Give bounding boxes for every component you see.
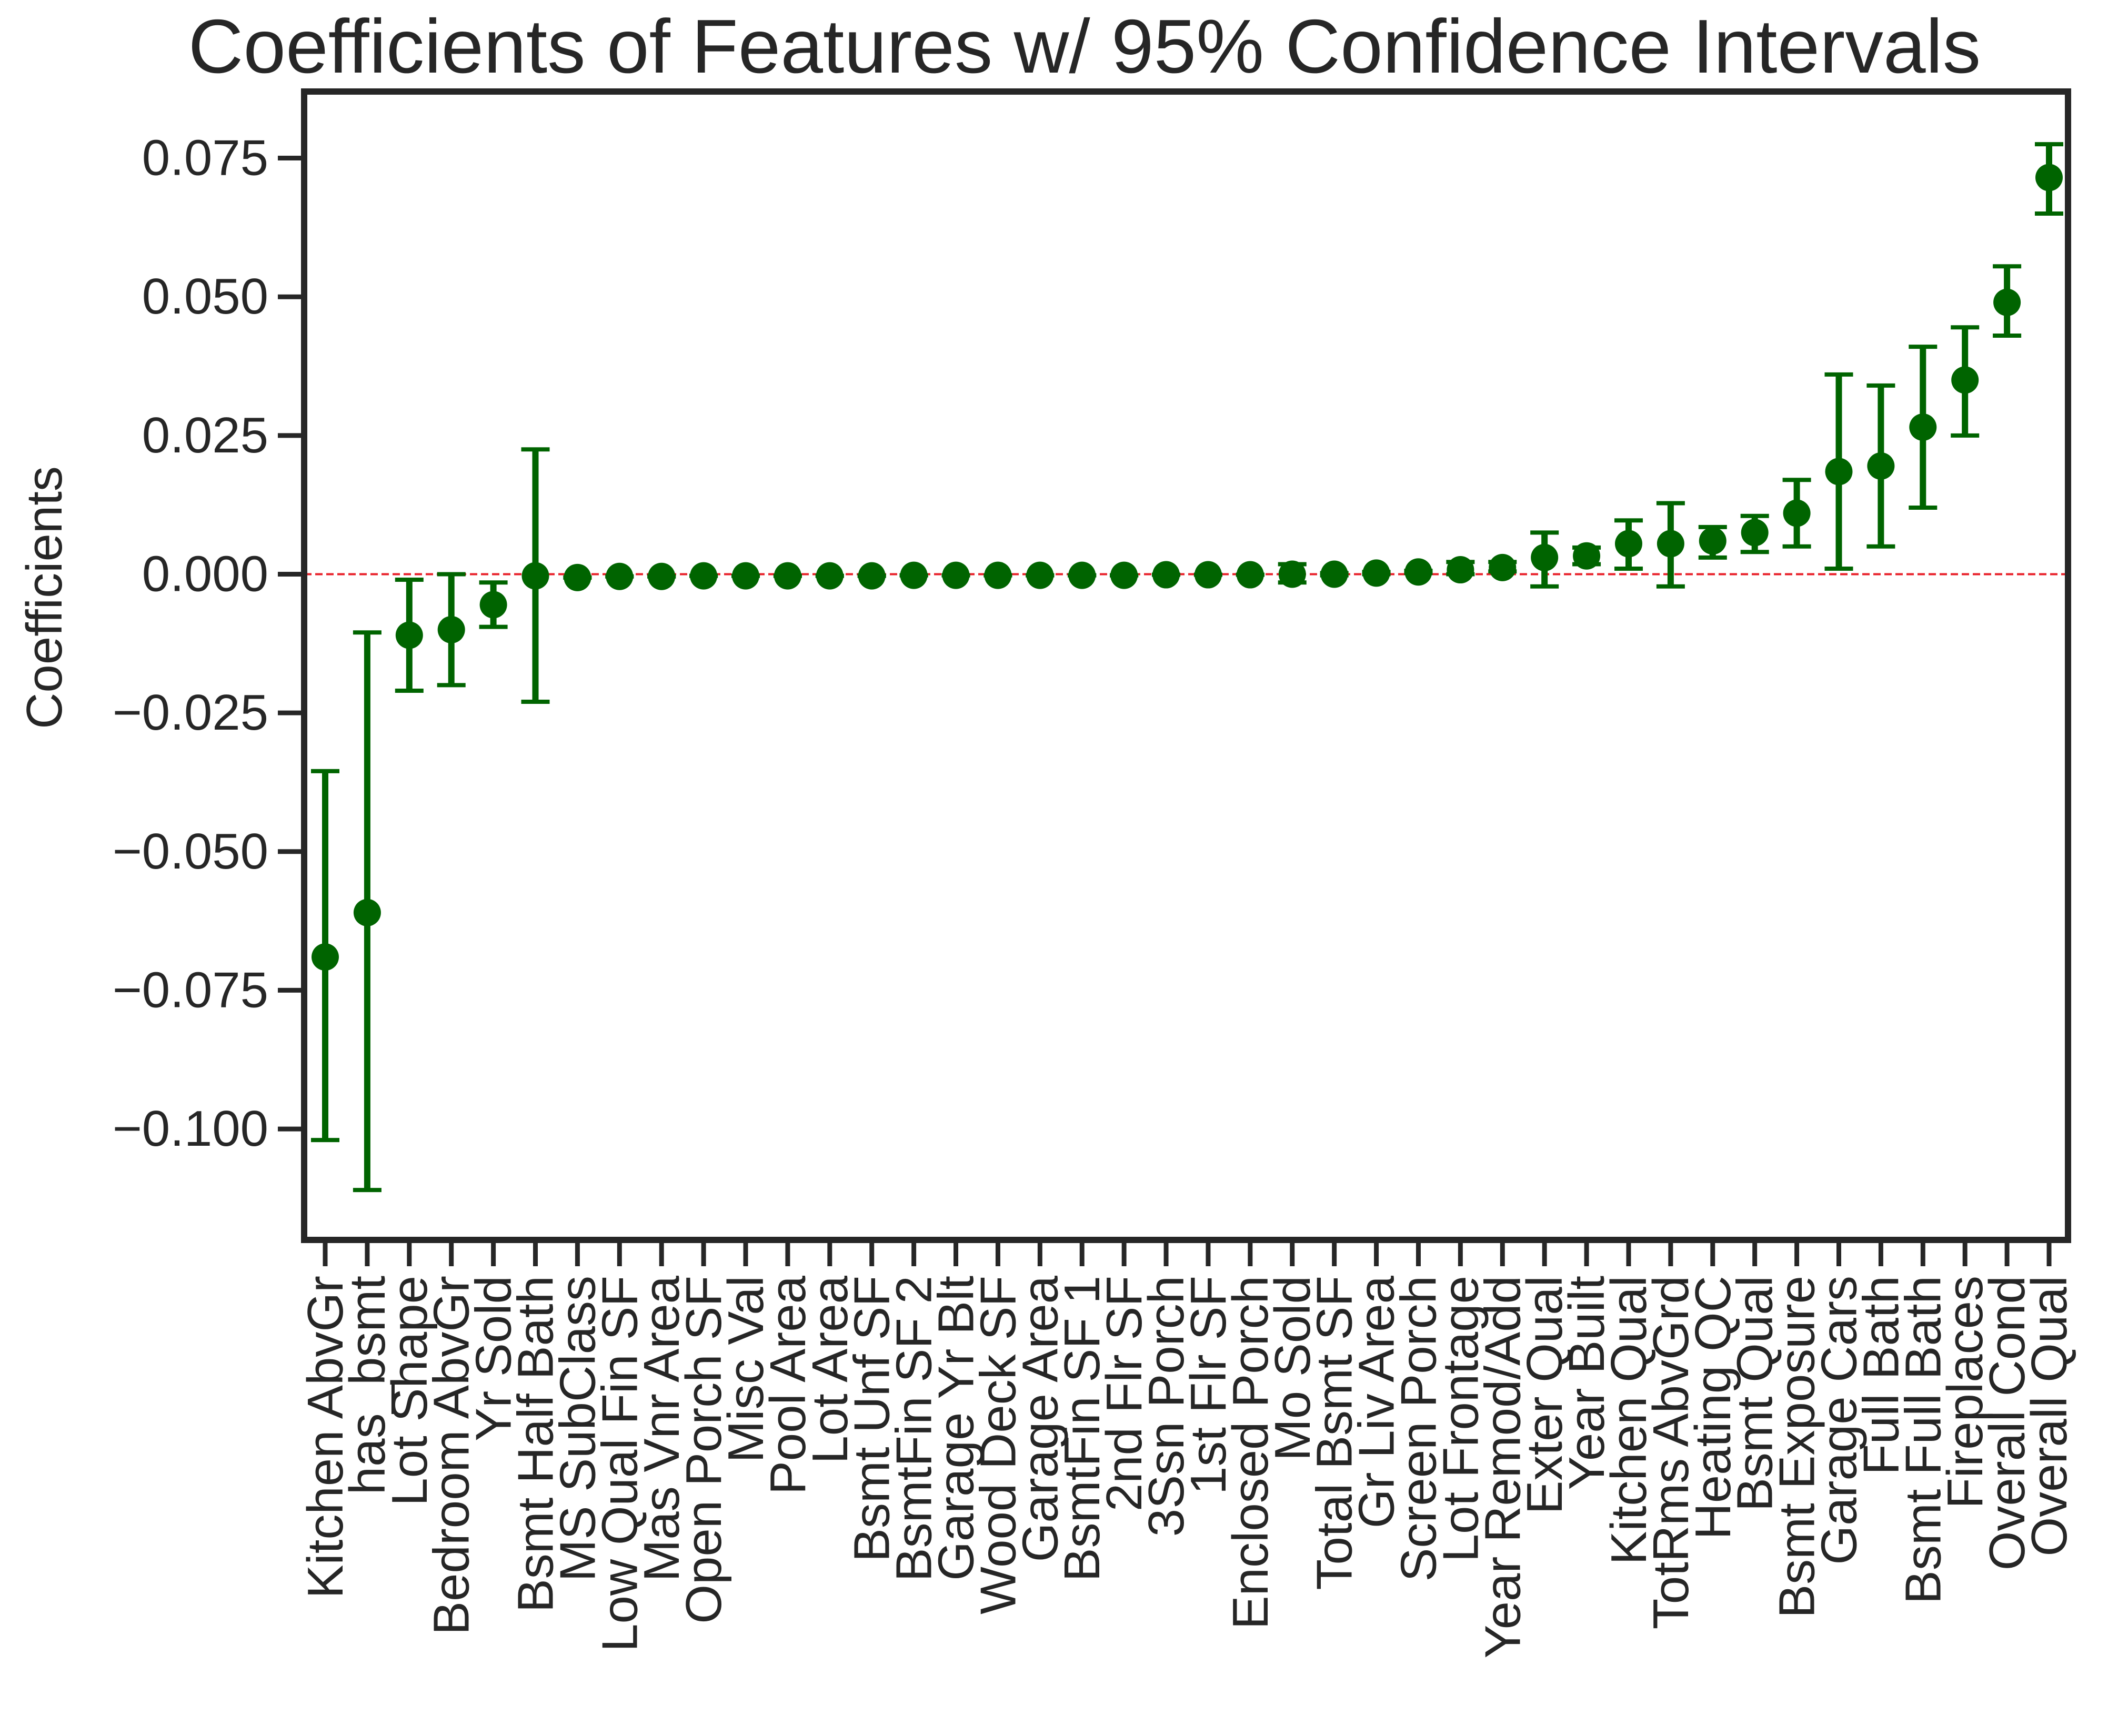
- x-tick-label: Exter Qual: [1517, 1276, 1573, 1515]
- x-tick-label: Bsmt Exposure: [1769, 1276, 1825, 1618]
- x-tick-label: BsmtFin SF 1: [1054, 1276, 1110, 1581]
- data-point: [479, 591, 507, 619]
- x-tick-label: Pool Area: [760, 1275, 816, 1495]
- data-point: [1110, 561, 1138, 589]
- data-point: [774, 562, 801, 590]
- x-tick-label: Bedroom AbvGr: [424, 1276, 480, 1635]
- data-point: [1447, 556, 1474, 584]
- data-point: [1068, 561, 1096, 589]
- x-tick-label: MS SubClass: [549, 1276, 606, 1582]
- data-point: [648, 562, 676, 590]
- data-point: [1657, 530, 1684, 558]
- data-point: [1152, 561, 1180, 589]
- data-point: [1699, 527, 1727, 555]
- x-tick-label: Heating QC: [1685, 1276, 1741, 1540]
- y-tick-label: −0.075: [113, 962, 268, 1018]
- data-point: [984, 561, 1012, 589]
- x-tick-label: 1st Flr SF: [1180, 1276, 1237, 1495]
- data-point: [606, 562, 634, 590]
- data-point: [521, 562, 549, 590]
- y-tick-label: 0.000: [142, 546, 268, 602]
- data-point: [1404, 558, 1432, 586]
- x-tick-label: Overall Qual: [2021, 1276, 2077, 1557]
- plot-frame: [301, 88, 2071, 1243]
- x-tick-label: BsmtFin SF 2: [886, 1276, 942, 1581]
- x-tick-label: Lot Area: [802, 1275, 858, 1464]
- data-point: [1531, 543, 1559, 571]
- data-point: [816, 562, 844, 590]
- x-tick-label: Lot Frontage: [1432, 1276, 1489, 1562]
- plot-layer: −0.100 −0.075 −0.050 −0.025 0.000 0.025 0.050 0…: [113, 130, 2077, 1659]
- y-tick-label: −0.050: [113, 823, 268, 880]
- x-tick-label: Low Qual Fin SF: [591, 1276, 648, 1652]
- data-point: [1320, 560, 1348, 588]
- x-tick-label: Garage Cars: [1811, 1276, 1867, 1565]
- x-tick-label: 3Ssn Porch: [1138, 1276, 1195, 1537]
- x-tick-label: has_bsmt: [339, 1276, 396, 1495]
- x-tick-label: Full Bath: [1853, 1276, 1909, 1475]
- x-tick-label: Bsmt Full Bath: [1895, 1276, 1951, 1604]
- x-tick-label: Year Remod/Add: [1474, 1276, 1531, 1659]
- x-tick-label: Garage Area: [1012, 1275, 1068, 1562]
- data-point: [1909, 413, 1937, 441]
- data-point: [1867, 452, 1895, 480]
- data-point: [395, 621, 423, 649]
- x-tick-label: Kitchen Qual: [1601, 1276, 1657, 1565]
- data-point: [1362, 559, 1390, 587]
- x-tick-label: Kitchen AbvGr: [297, 1276, 354, 1599]
- x-tick-label: Gr Liv Area: [1349, 1275, 1405, 1528]
- data-point: [1993, 288, 2021, 316]
- data-point: [690, 562, 718, 590]
- x-tick-label: Overall Cond: [1979, 1276, 2035, 1570]
- data-point: [1614, 530, 1642, 558]
- y-tick-label: −0.100: [113, 1101, 268, 1157]
- data-point: [1194, 561, 1222, 589]
- x-tick-label: Fireplaces: [1937, 1276, 1993, 1509]
- data-point: [353, 899, 381, 926]
- y-tick-label: 0.050: [142, 268, 268, 325]
- data-point: [732, 562, 760, 590]
- x-tick-label: Open Porch SF: [676, 1276, 732, 1624]
- x-tick-label: Garage Yr Blt: [928, 1276, 985, 1581]
- x-tick-label: Yr Sold: [466, 1276, 522, 1441]
- x-tick-label: Bsmt Unf SF: [844, 1276, 900, 1562]
- y-tick-label: 0.075: [142, 130, 268, 186]
- x-tick-label: Misc Val: [718, 1276, 774, 1463]
- x-tick-label: Bsmt Qual: [1727, 1276, 1783, 1511]
- data-point: [942, 561, 970, 589]
- data-point: [312, 943, 339, 971]
- x-tick-label: Lot Shape: [382, 1276, 438, 1506]
- x-tick-label: TotRms AbvGrd: [1643, 1276, 1699, 1629]
- x-tick-label: Screen Porch: [1390, 1276, 1447, 1582]
- data-point: [1741, 519, 1769, 547]
- data-point: [1951, 366, 1979, 394]
- x-tick-label: Enclosed Porch: [1222, 1276, 1279, 1629]
- data-point: [1278, 560, 1306, 588]
- data-point: [1489, 553, 1517, 581]
- data-point: [1783, 499, 1811, 527]
- data-point: [2035, 164, 2063, 191]
- data-point: [564, 563, 591, 591]
- x-tick-label: Total Bsmt SF: [1307, 1276, 1363, 1590]
- x-tick-label: Bsmt Half Bath: [508, 1276, 564, 1612]
- data-point: [1026, 561, 1054, 589]
- data-point: [858, 562, 886, 590]
- y-axis-label: Coefficients: [16, 466, 73, 729]
- data-point: [1236, 561, 1264, 589]
- chart-title: Coefficients of Features w/ 95% Confiden…: [188, 4, 1981, 89]
- x-tick-label: Wood Deck SF: [970, 1276, 1026, 1614]
- x-tick-label: Mas Vnr Area: [634, 1275, 690, 1581]
- y-tick-label: 0.025: [142, 407, 268, 463]
- data-point: [1573, 542, 1601, 570]
- data-point: [437, 615, 465, 643]
- x-tick-label: 2nd Flr SF: [1096, 1276, 1152, 1511]
- x-tick-label: Year Built: [1559, 1276, 1615, 1490]
- x-tick-label: Mo Sold: [1264, 1276, 1321, 1461]
- data-point: [900, 561, 928, 589]
- y-tick-label: −0.025: [113, 684, 268, 741]
- data-point: [1825, 458, 1853, 486]
